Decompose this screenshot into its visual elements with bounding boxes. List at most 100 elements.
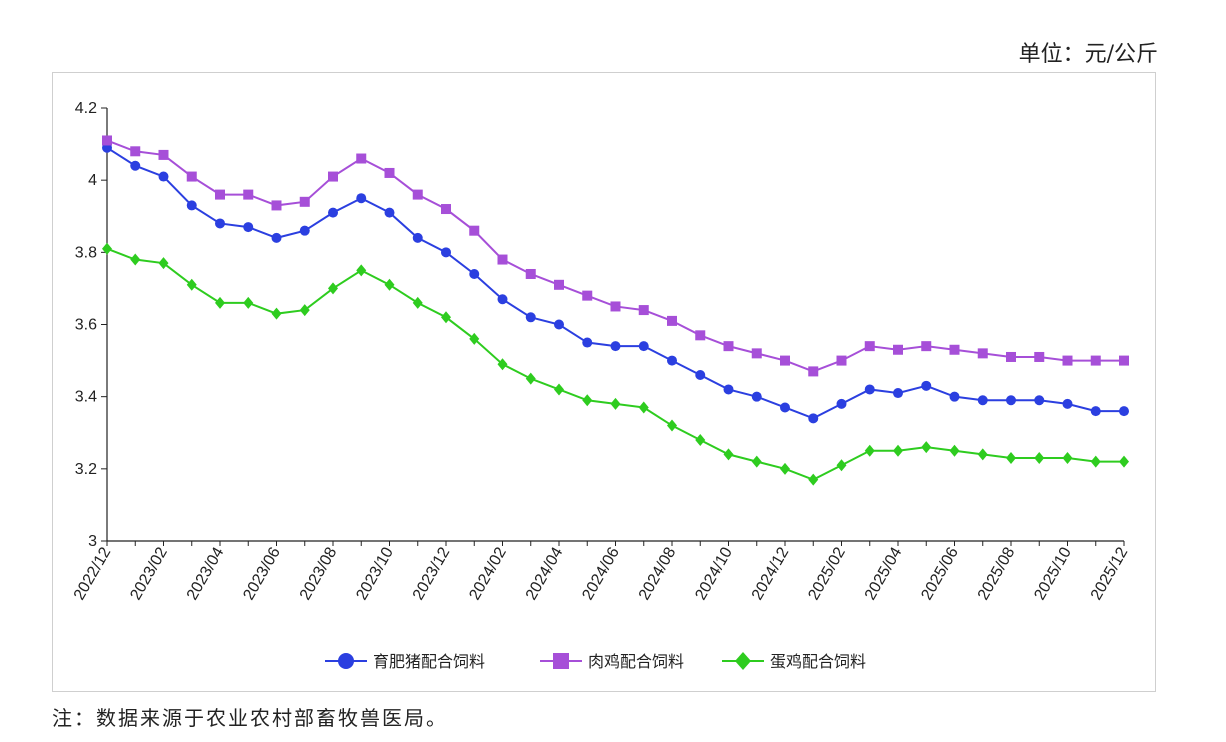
chart-frame [52, 72, 1156, 692]
legend-label: 蛋鸡配合饲料 [770, 652, 866, 671]
series-1-point [554, 319, 564, 330]
series-3-point [356, 264, 367, 277]
series-1-point [977, 395, 988, 406]
series-3-point [1062, 452, 1073, 465]
series-3-point [610, 397, 621, 410]
series-1-point [384, 207, 395, 218]
series-2-point [130, 146, 141, 157]
legend-marker [338, 653, 354, 669]
series-1-point [158, 171, 169, 182]
series-2-point [384, 167, 395, 178]
series-1-point [130, 160, 141, 171]
series-2-point [836, 355, 847, 366]
x-tick-label: 2024/12 [749, 544, 793, 603]
x-tick-label: 2024/08 [636, 544, 680, 603]
series-2-point [497, 254, 508, 265]
series-1-point [780, 402, 790, 413]
source-note: 注：数据来源于农业农村部畜牧兽医局。 [52, 706, 448, 730]
series-1-point [667, 355, 677, 366]
y-tick-label: 4.2 [75, 100, 97, 117]
series-3-point [497, 358, 508, 371]
series-1-point [864, 384, 875, 395]
series-3-point [469, 332, 480, 345]
series-1-point [525, 312, 536, 323]
x-tick-label: 2023/04 [184, 544, 228, 603]
series-3-point [695, 433, 706, 446]
series-3-point [836, 459, 847, 472]
x-tick-label: 2025/02 [805, 544, 849, 603]
series-3-point [638, 401, 649, 414]
series-2-point [638, 305, 649, 316]
series-1-point [469, 268, 480, 279]
series-1-point [356, 193, 367, 204]
y-tick-label: 3.2 [75, 461, 97, 478]
series-1-point [921, 380, 932, 391]
series-3-point [215, 296, 225, 309]
series-1-point [836, 398, 847, 409]
series-2-point [977, 348, 988, 359]
series-1-point [271, 232, 282, 243]
series-3-point [1090, 455, 1101, 468]
legend-label: 肉鸡配合饲料 [588, 652, 684, 671]
series-1-point [808, 413, 819, 424]
series-1-point [1090, 406, 1101, 417]
x-tick-label: 2025/06 [918, 544, 962, 603]
series-2-point [186, 171, 197, 182]
series-3-point [554, 383, 564, 396]
series-1-point [1062, 398, 1073, 409]
series-3-point [751, 455, 762, 468]
x-tick-label: 2024/06 [579, 544, 623, 603]
series-3-point [441, 311, 451, 324]
series-2-point [412, 189, 423, 200]
series-2-point [356, 153, 367, 164]
x-tick-label: 2024/02 [466, 544, 510, 603]
series-1-point [638, 341, 649, 352]
series-3-point [949, 444, 960, 457]
series-1-point [1119, 406, 1129, 417]
series-3-point [921, 441, 932, 454]
series-3-point [243, 296, 254, 309]
series-2-point [243, 189, 254, 200]
x-tick-label: 2022/12 [71, 544, 115, 603]
y-tick-label: 3.4 [75, 389, 97, 406]
series-2-point [723, 341, 734, 352]
x-tick-label: 2023/08 [297, 544, 341, 603]
series-2-point [780, 355, 790, 366]
series-1-point [328, 207, 338, 218]
series-2-point [610, 301, 621, 312]
series-2-point [215, 189, 225, 200]
series-2-point [893, 344, 903, 355]
series-1-point [243, 222, 254, 233]
series-2-point [921, 341, 932, 352]
series-2-point [271, 200, 282, 211]
series-3-point [667, 419, 677, 432]
series-2-point [751, 348, 762, 359]
series-2-point [441, 204, 451, 215]
series-3-point [328, 282, 338, 295]
x-tick-label: 2023/12 [410, 544, 454, 603]
series-1-point [751, 391, 762, 402]
series-2-point [469, 225, 480, 236]
series-3-point [864, 444, 875, 457]
y-tick-label: 3.8 [75, 244, 97, 261]
series-1-point [949, 391, 960, 402]
series-3-point [1034, 452, 1045, 465]
legend-marker [735, 652, 751, 670]
series-3-point [977, 448, 988, 461]
series-3-point [723, 448, 734, 461]
series-1-point [1034, 395, 1045, 406]
legend-marker [553, 653, 569, 669]
series-2-point [695, 330, 706, 341]
series-2-point [1119, 355, 1129, 366]
series-3-point [130, 253, 141, 266]
series-2-point [1062, 355, 1073, 366]
series-line-1 [106, 146, 1124, 420]
y-tick-label: 3.6 [75, 317, 97, 334]
series-1-point [412, 232, 423, 243]
series-2-point [1006, 351, 1016, 362]
series-1-point [299, 225, 310, 236]
series-3-point [525, 372, 536, 385]
x-tick-label: 2024/04 [523, 544, 567, 603]
x-tick-label: 2025/08 [975, 544, 1019, 603]
